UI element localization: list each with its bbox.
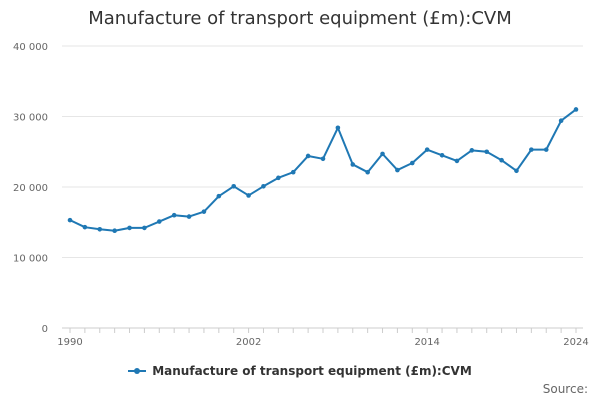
y-tick-label: 20 000: [13, 183, 48, 194]
y-tick-label: 30 000: [13, 113, 48, 124]
data-point[interactable]: [454, 158, 460, 164]
data-point[interactable]: [97, 227, 103, 232]
data-point[interactable]: [424, 147, 430, 152]
data-point[interactable]: [246, 193, 251, 198]
data-point[interactable]: [529, 147, 534, 152]
y-axis-labels: 0 10 000 20 000 30 000 40 000: [13, 42, 48, 335]
x-tick-label: 2002: [236, 337, 261, 348]
data-point[interactable]: [484, 149, 490, 155]
data-point[interactable]: [305, 153, 311, 159]
data-point[interactable]: [380, 151, 385, 157]
data-point[interactable]: [499, 157, 504, 163]
data-point[interactable]: [261, 183, 266, 189]
data-point[interactable]: [127, 225, 132, 231]
grid-lines: [62, 45, 583, 258]
x-tick-label: 2014: [414, 337, 439, 348]
data-point[interactable]: [573, 107, 579, 112]
data-point[interactable]: [112, 228, 117, 234]
data-point[interactable]: [171, 212, 177, 218]
data-point[interactable]: [409, 160, 415, 166]
data-point[interactable]: [290, 169, 296, 175]
data-point[interactable]: [216, 193, 222, 199]
data-point[interactable]: [82, 224, 88, 230]
data-point[interactable]: [395, 167, 400, 173]
data-point[interactable]: [350, 162, 356, 167]
y-tick-label: 40 000: [13, 42, 48, 53]
data-point[interactable]: [276, 175, 281, 181]
data-point[interactable]: [320, 156, 326, 162]
data-point[interactable]: [186, 214, 192, 219]
series-line: [69, 108, 577, 232]
data-point[interactable]: [514, 168, 519, 174]
data-point[interactable]: [156, 219, 162, 224]
data-point[interactable]: [469, 148, 475, 153]
data-point[interactable]: [231, 183, 237, 189]
data-point[interactable]: [142, 225, 147, 231]
series-points: [67, 107, 579, 234]
y-tick-label: 10 000: [13, 254, 48, 265]
data-point[interactable]: [558, 118, 564, 124]
x-axis: 1990 2002 2014 2024: [57, 327, 589, 348]
source-label: Source:: [542, 382, 588, 396]
legend-line-marker-icon: [128, 365, 147, 377]
legend-label: Manufacture of transport equipment (£m):…: [152, 364, 472, 378]
data-point[interactable]: [335, 125, 341, 131]
chart-legend[interactable]: Manufacture of transport equipment (£m):…: [0, 364, 600, 378]
x-tick-label: 2024: [563, 337, 588, 348]
x-tick-label: 1990: [57, 337, 82, 348]
data-point[interactable]: [439, 152, 445, 158]
chart-title: Manufacture of transport equipment (£m):…: [88, 8, 512, 29]
data-point[interactable]: [201, 209, 207, 214]
data-point[interactable]: [365, 169, 370, 175]
series-line-group: [69, 108, 577, 232]
data-point[interactable]: [543, 147, 549, 152]
y-tick-label: 0: [42, 324, 48, 335]
data-point[interactable]: [67, 217, 73, 223]
